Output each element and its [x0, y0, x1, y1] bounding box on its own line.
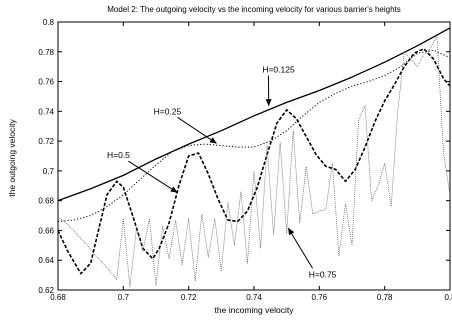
- y-tick-label: 0.7: [43, 167, 55, 176]
- x-tick-label: 0.68: [50, 293, 66, 302]
- x-tick-label: 0.8: [444, 293, 452, 302]
- series-line-h-0-25: [57, 49, 451, 223]
- y-axis-label: the outgoing velocity: [7, 119, 17, 197]
- y-tick-label: 0.68: [38, 197, 54, 206]
- y-tick-label: 0.78: [38, 48, 54, 57]
- y-tick-label: 0.66: [38, 226, 54, 235]
- series-line-h-0-75: [57, 35, 451, 288]
- y-tick-label: 0.72: [38, 137, 54, 146]
- series-group: [57, 27, 451, 288]
- annotations-group: H=0.125 H=0.25 H=0.5 H=0.75: [107, 65, 337, 280]
- y-tick-label: 0.76: [38, 78, 54, 87]
- annotation-arrow: [177, 116, 217, 144]
- y-tick-label: 0.74: [38, 107, 54, 116]
- x-tick-label: 0.74: [246, 293, 262, 302]
- x-axis-label: the incoming velocity: [215, 305, 295, 315]
- y-tick-label: 0.8: [43, 18, 55, 27]
- annotation-label: H=0.25: [154, 106, 182, 116]
- x-tick-label: 0.78: [377, 293, 393, 302]
- annotation-label: H=0.5: [107, 150, 130, 160]
- axis-ticks: 0.68 0.7 0.72 0.74 0.76 0.78 0.8 0.62 0.64 0.66 0.…: [38, 18, 452, 302]
- annotation-arrow: [287, 227, 314, 269]
- y-tick-label: 0.64: [38, 256, 54, 265]
- x-tick-label: 0.72: [181, 293, 197, 302]
- series-line-h-0-5: [57, 47, 451, 275]
- annotation-label: H=0.75: [309, 269, 337, 279]
- annotation-label: H=0.125: [262, 65, 295, 75]
- chart-title: Model 2: The outgoing velocity vs the in…: [107, 5, 401, 14]
- annotation-arrow: [128, 160, 178, 193]
- x-tick-label: 0.76: [312, 293, 328, 302]
- y-tick-label: 0.62: [38, 286, 54, 295]
- x-tick-label: 0.7: [118, 293, 130, 302]
- series-line-h-0-125: [57, 27, 451, 202]
